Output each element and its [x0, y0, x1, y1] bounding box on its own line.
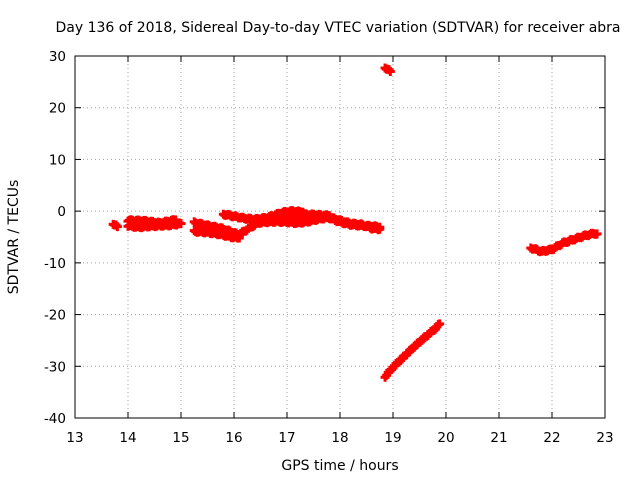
- data-point: [556, 240, 566, 250]
- data-point: [171, 215, 181, 225]
- x-tick-label: 14: [119, 430, 136, 446]
- gridlines: [75, 56, 605, 418]
- data-point: [382, 370, 392, 380]
- data-point: [417, 335, 427, 345]
- data-point: [424, 329, 434, 339]
- y-tick-label: 10: [49, 152, 66, 168]
- data-point: [423, 331, 433, 341]
- y-tick-label: -30: [44, 359, 66, 375]
- data-point: [234, 230, 244, 240]
- x-tick-label: 20: [437, 430, 454, 446]
- data-series: [108, 63, 602, 382]
- y-tick-label: -10: [44, 256, 66, 272]
- y-tick-label: 0: [57, 204, 66, 220]
- data-point: [388, 363, 398, 373]
- data-point: [402, 350, 412, 360]
- data-point: [383, 367, 393, 377]
- x-tick-label: 18: [331, 430, 348, 446]
- x-tick-label: 19: [384, 430, 401, 446]
- data-point: [577, 232, 587, 242]
- data-point: [380, 372, 390, 382]
- y-tick-label: 30: [49, 49, 66, 65]
- data-point: [112, 222, 122, 232]
- data-point: [549, 244, 559, 254]
- axis-ticks: 13 14 15 16 17 18 19 20 21 22 23 -40 -30 -20 -10 0 10 20 3…: [44, 49, 614, 446]
- data-point: [411, 340, 421, 350]
- x-tick-label: 23: [596, 430, 613, 446]
- x-axis-label: GPS time / hours: [281, 458, 398, 474]
- x-tick-label: 15: [172, 430, 189, 446]
- x-tick-label: 13: [66, 430, 83, 446]
- data-point: [532, 244, 542, 254]
- data-point: [403, 348, 413, 358]
- data-point: [329, 214, 339, 224]
- data-point: [390, 361, 400, 371]
- data-point: [176, 219, 186, 229]
- data-point: [550, 243, 560, 253]
- data-point: [435, 319, 445, 329]
- data-point: [409, 342, 419, 352]
- x-tick-label: 16: [225, 430, 242, 446]
- x-tick-label: 21: [490, 430, 507, 446]
- data-point: [394, 357, 404, 367]
- data-point: [415, 337, 425, 347]
- y-tick-label: -20: [44, 308, 66, 324]
- data-point: [236, 228, 246, 238]
- data-point: [242, 225, 252, 235]
- data-point: [592, 229, 602, 239]
- data-point: [397, 353, 407, 363]
- x-tick-label: 17: [278, 430, 295, 446]
- y-axis-label: SDTVAR / TECUs: [6, 180, 22, 295]
- data-point: [225, 226, 235, 236]
- data-point: [396, 355, 406, 365]
- x-tick-label: 22: [543, 430, 560, 446]
- data-point: [375, 222, 385, 232]
- y-tick-label: 20: [49, 101, 66, 117]
- y-tick-label: -40: [44, 411, 66, 427]
- data-point: [298, 207, 308, 217]
- chart-title: Day 136 of 2018, Sidereal Day-to-day VTE…: [55, 20, 620, 36]
- data-point: [385, 67, 395, 77]
